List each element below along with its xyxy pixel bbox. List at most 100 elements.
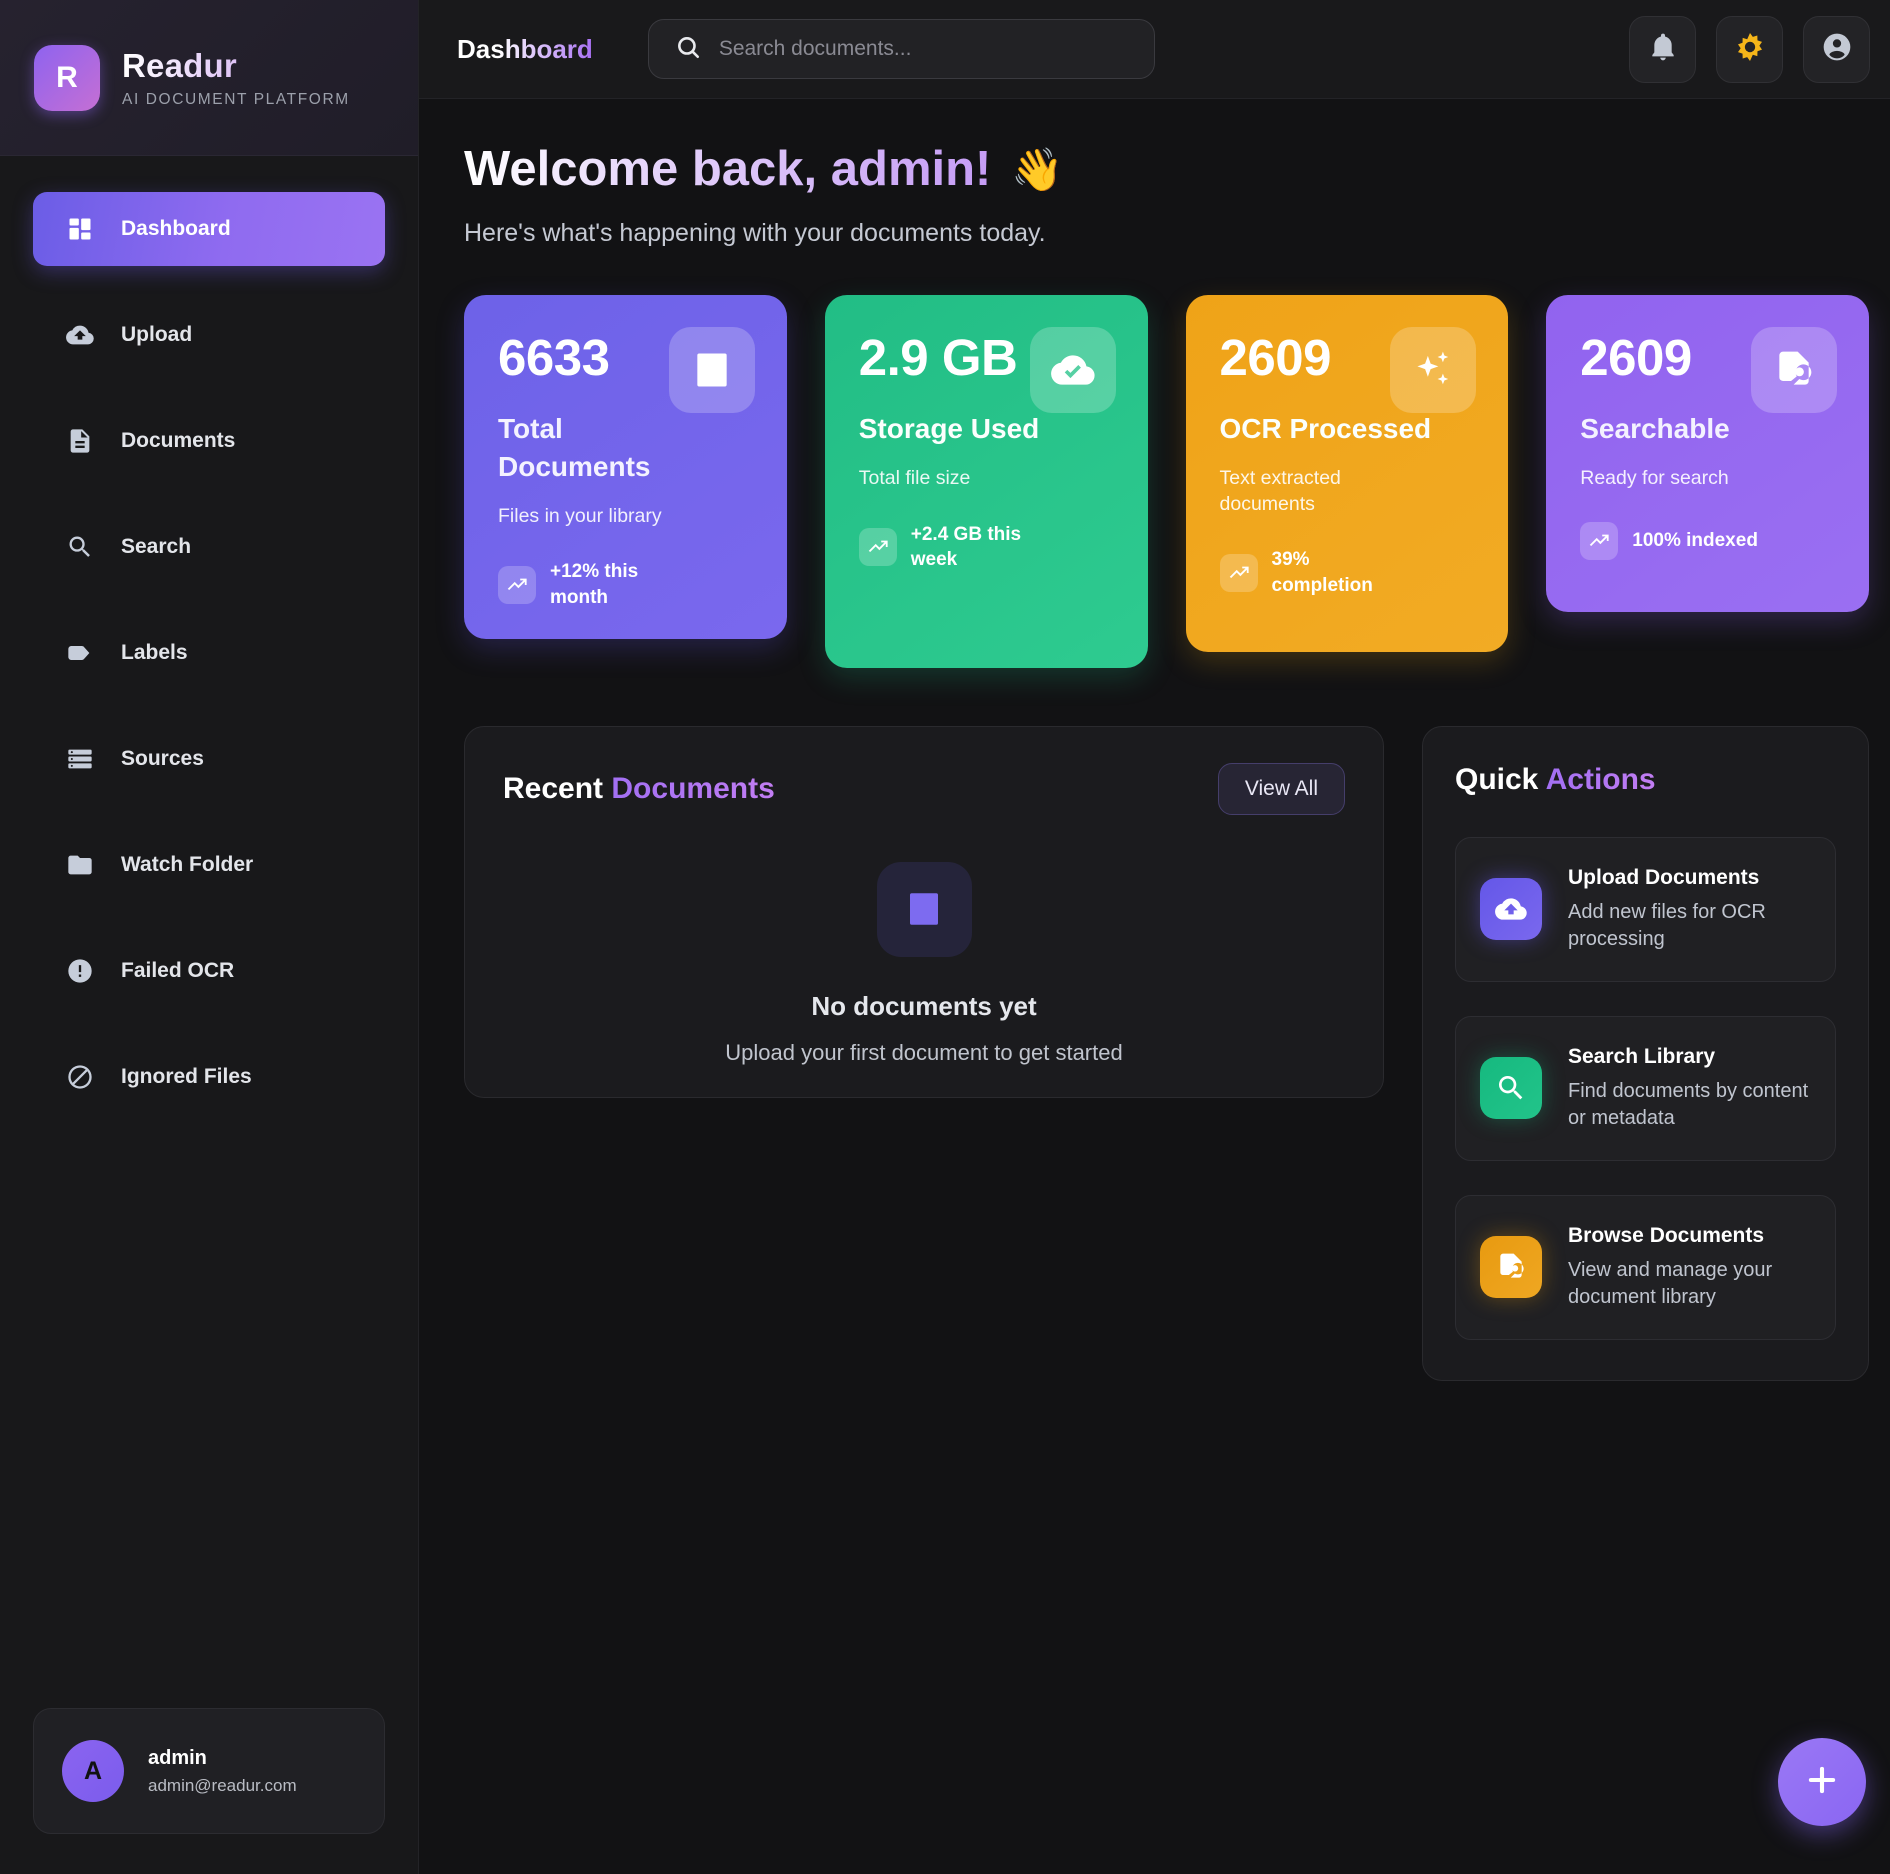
tag-icon xyxy=(65,638,95,668)
theme-toggle-button[interactable] xyxy=(1716,15,1783,83)
bell-icon xyxy=(1647,31,1679,68)
recent-documents-title: Recent Documents xyxy=(503,772,775,806)
sidebar-item-watch-folder[interactable]: Watch Folder xyxy=(33,828,385,902)
sidebar-item-upload[interactable]: Upload xyxy=(33,298,385,372)
quick-action-browse-documents[interactable]: Browse Documents View and manage your do… xyxy=(1455,1194,1836,1340)
avatar: A xyxy=(62,1740,124,1802)
stat-value: 6633 xyxy=(498,328,610,386)
sidebar-item-sources[interactable]: Sources xyxy=(33,722,385,796)
sidebar-item-label: Labels xyxy=(121,641,188,664)
stat-trend: +2.4 GB this week xyxy=(858,522,1114,573)
recent-title-second: Documents xyxy=(611,771,775,805)
quick-action-upload-documents[interactable]: Upload Documents Add new files for OCR p… xyxy=(1455,836,1836,982)
dashboard-grid-icon xyxy=(65,214,95,244)
recent-title-first: Recent xyxy=(503,771,604,805)
empty-state-title: No documents yet xyxy=(811,990,1037,1021)
sidebar: R Readur AI DOCUMENT PLATFORM Dashboard … xyxy=(0,0,419,1874)
quick-actions-list: Upload Documents Add new files for OCR p… xyxy=(1455,836,1836,1340)
sidebar-item-failed-ocr[interactable]: Failed OCR xyxy=(33,934,385,1008)
stat-trend-label: +12% this month xyxy=(550,561,639,609)
avatar-initial: A xyxy=(83,1756,103,1785)
cloud-upload-icon xyxy=(65,320,95,350)
app-tagline: AI DOCUMENT PLATFORM xyxy=(122,90,350,108)
sidebar-nav: Dashboard Upload Documents Search xyxy=(0,156,418,1708)
quick-title-first: Quick xyxy=(1455,762,1539,796)
app-logo: R xyxy=(34,44,100,111)
quick-title-second: Actions xyxy=(1545,762,1656,796)
quick-action-search-library[interactable]: Search Library Find documents by content… xyxy=(1455,1015,1836,1161)
welcome-subtitle: Here's what's happening with your docume… xyxy=(464,218,1046,247)
stat-cards: 6633 Total Documents Files in your libra… xyxy=(464,294,1869,668)
view-all-button[interactable]: View All xyxy=(1217,762,1345,815)
user-email: admin@readur.com xyxy=(148,1775,297,1795)
sparkles-icon xyxy=(1390,326,1477,413)
dashboard-content: Welcome back, admin! 👋 Here's what's hap… xyxy=(419,99,1890,1381)
trending-up-icon xyxy=(1580,521,1619,560)
stat-card-searchable[interactable]: 2609 Searchable Ready for search 100% in… xyxy=(1546,294,1869,612)
document-icon xyxy=(65,426,95,456)
sidebar-item-ignored-files[interactable]: Ignored Files xyxy=(33,1040,385,1114)
stat-description: Total file size xyxy=(858,467,971,490)
quick-actions-title: Quick Actions xyxy=(1455,763,1836,797)
quick-action-description: View and manage your document library xyxy=(1568,1258,1773,1308)
sidebar-item-label: Documents xyxy=(121,429,236,452)
stat-trend: 39% completion xyxy=(1219,547,1475,598)
notifications-button[interactable] xyxy=(1629,15,1696,83)
quick-action-title: Browse Documents xyxy=(1568,1223,1765,1247)
plus-icon xyxy=(1803,1761,1841,1804)
sidebar-item-label: Dashboard xyxy=(121,217,231,240)
lower-panels: Recent Documents View All No documents y… xyxy=(464,725,1869,1381)
search-icon xyxy=(675,34,701,65)
stat-trend-label: +2.4 GB this week xyxy=(910,523,1022,571)
search-icon xyxy=(65,532,95,562)
account-circle-icon xyxy=(1821,31,1853,68)
stat-trend: 100% indexed xyxy=(1580,521,1835,560)
alert-circle-icon xyxy=(65,956,95,986)
stat-card-total-documents[interactable]: 6633 Total Documents Files in your libra… xyxy=(464,294,787,639)
sun-icon xyxy=(1734,31,1766,68)
topbar: Dashboard xyxy=(419,0,1890,99)
sidebar-item-label: Search xyxy=(121,535,192,558)
sidebar-item-labels[interactable]: Labels xyxy=(33,616,385,690)
sidebar-item-documents[interactable]: Documents xyxy=(33,404,385,478)
stat-trend-label: 100% indexed xyxy=(1632,529,1758,551)
app-name: Readur xyxy=(122,47,350,85)
sidebar-item-dashboard[interactable]: Dashboard xyxy=(33,192,385,266)
main-area: Dashboard xyxy=(419,0,1890,1874)
trending-up-icon xyxy=(858,528,897,567)
sidebar-item-label: Failed OCR xyxy=(121,959,235,982)
stat-trend: +12% this month xyxy=(498,559,753,610)
sidebar-item-label: Upload xyxy=(121,323,193,346)
stat-description: Text extracted documents xyxy=(1219,467,1341,515)
document-lines-icon xyxy=(876,861,972,957)
sidebar-item-label: Sources xyxy=(121,747,204,770)
account-button[interactable] xyxy=(1803,15,1870,83)
quick-action-title: Upload Documents xyxy=(1568,865,1760,889)
stat-description: Ready for search xyxy=(1580,467,1729,490)
quick-action-description: Add new files for OCR processing xyxy=(1568,900,1766,950)
stat-label: Storage Used xyxy=(858,413,1040,445)
sidebar-user-card[interactable]: A admin admin@readur.com xyxy=(33,1708,385,1834)
user-name: admin xyxy=(148,1746,207,1769)
stat-card-storage-used[interactable]: 2.9 GB Storage Used Total file size +2.4… xyxy=(824,294,1148,668)
logo-letter: R xyxy=(56,60,78,94)
quick-action-description: Find documents by content or metadata xyxy=(1568,1079,1809,1129)
search-icon xyxy=(1480,1057,1542,1120)
welcome-text: Welcome back, admin! xyxy=(464,142,992,196)
cloud-check-icon xyxy=(1029,326,1116,413)
search-bar[interactable] xyxy=(647,19,1156,79)
quick-actions-panel: Quick Actions Upload Documents Add new f… xyxy=(1422,725,1869,1381)
sidebar-item-label: Watch Folder xyxy=(121,853,254,876)
stat-value: 2609 xyxy=(1219,328,1332,386)
document-search-icon xyxy=(1480,1236,1542,1299)
folder-icon xyxy=(65,850,95,880)
stat-card-ocr-processed[interactable]: 2609 OCR Processed Text extracted docume… xyxy=(1185,294,1509,652)
sidebar-item-label: Ignored Files xyxy=(121,1065,252,1088)
stat-label: Searchable xyxy=(1580,413,1730,445)
document-lines-icon xyxy=(668,326,755,413)
add-button[interactable] xyxy=(1778,1738,1866,1826)
stat-value: 2.9 GB xyxy=(858,328,1018,386)
trending-up-icon xyxy=(498,566,536,605)
search-input[interactable] xyxy=(718,37,1129,61)
sidebar-item-search[interactable]: Search xyxy=(33,510,385,584)
